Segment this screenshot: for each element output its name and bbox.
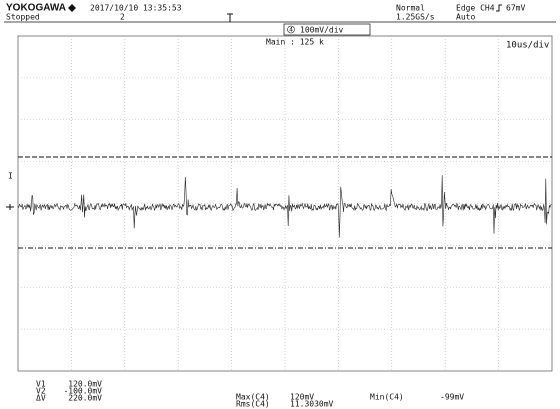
channel-scale: 100mV/div bbox=[300, 26, 344, 35]
sample-rate: 1.25GS/s bbox=[396, 13, 435, 22]
cursor-value: 220.0mV bbox=[68, 394, 102, 403]
cursor-label: V1 bbox=[36, 380, 46, 389]
cursor-value: -100.0mV bbox=[63, 387, 102, 396]
trigger-level: 67mV bbox=[506, 4, 525, 13]
readouts: V1 120.0mV V2 -100.0mV ΔV 220.0mV Max(C4) 120mV… bbox=[36, 380, 464, 409]
channel-box bbox=[283, 23, 371, 36]
edge-icon bbox=[496, 4, 502, 12]
mode: Normal bbox=[396, 4, 425, 13]
measure-value: 11.3030mV bbox=[290, 400, 334, 409]
status: Stopped bbox=[6, 13, 40, 22]
cursor-value: 120.0mV bbox=[68, 380, 102, 389]
trigger-position bbox=[227, 13, 233, 22]
datetime: 2017/10/10 13:35:53 bbox=[90, 4, 182, 13]
measure-value: 120mV bbox=[290, 393, 314, 402]
brand-diamond bbox=[68, 4, 76, 12]
brand: YOKOGAWA bbox=[6, 3, 66, 14]
main-info: Main : 125 k bbox=[266, 38, 324, 47]
timebase: 10us/div bbox=[506, 41, 549, 51]
ground-marker bbox=[6, 204, 14, 210]
channel-number: 4 bbox=[289, 27, 293, 34]
cursor-label: ΔV bbox=[36, 394, 46, 403]
trigger: Edge CH4 bbox=[456, 4, 495, 13]
graticule bbox=[17, 35, 553, 372]
channel-circle bbox=[287, 25, 295, 34]
waveform bbox=[17, 175, 552, 238]
measure-value: -99mV bbox=[440, 393, 464, 402]
cursor-label: V2 bbox=[36, 387, 46, 396]
measure-label: Max(C4) bbox=[236, 393, 270, 402]
cursor-marker: I bbox=[8, 172, 13, 181]
measure-label: Min(C4) bbox=[370, 393, 404, 402]
trigger-mode: Auto bbox=[456, 13, 475, 22]
record: 2 bbox=[120, 13, 125, 22]
measure-label: Rms(C4) bbox=[236, 400, 270, 409]
